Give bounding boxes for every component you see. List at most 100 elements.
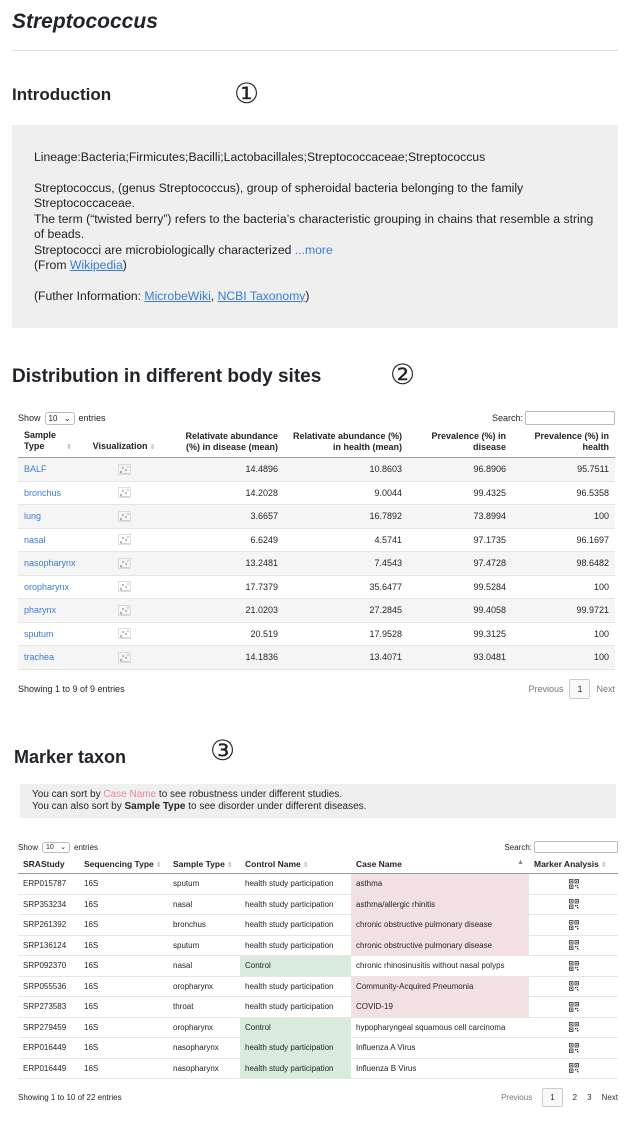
search-label: Search: (491, 413, 523, 423)
sample-type-link[interactable]: pharynx (18, 598, 84, 623)
table-row: ERP015787 16S sputum health study participa… (18, 873, 618, 895)
srastudy-cell: SRP353234 (18, 894, 79, 915)
qr-icon[interactable] (568, 1042, 579, 1053)
microbewiki-link[interactable]: MicrobeWiki (144, 288, 211, 303)
sequencing-type-cell: 16S (79, 976, 168, 997)
sample-type-link[interactable]: nasal (18, 528, 84, 552)
chart-icon[interactable] (117, 464, 131, 475)
abundance-health-cell: 27.2845 (284, 598, 408, 623)
sample-type-link[interactable]: lung (18, 504, 84, 529)
page-button-1[interactable]: 1 (569, 678, 591, 699)
chevron-down-icon: ⌄ (60, 844, 67, 851)
control-name-cell: health study participation (240, 976, 351, 997)
prevalence-disease-cell: 93.0481 (408, 645, 512, 670)
col-sample-type-label: Sample Type (173, 859, 225, 869)
abundance-disease-cell: 20.519 (164, 622, 284, 646)
entries-select[interactable]: 10 ⌄ (42, 841, 71, 853)
srastudy-cell: ERP016449 (18, 1037, 79, 1059)
sequencing-type-cell: 16S (79, 996, 168, 1018)
col-abundance-health[interactable]: Relativate abundance (%) in health (mean… (284, 427, 408, 458)
chart-icon[interactable] (117, 487, 131, 499)
previous-button[interactable]: Previous (501, 1092, 533, 1102)
prevalence-disease-cell: 99.3125 (408, 622, 512, 646)
chart-icon[interactable] (117, 628, 131, 640)
page-button-2[interactable]: 2 (572, 1092, 578, 1102)
qr-icon[interactable] (568, 940, 579, 951)
prevalence-health-cell: 100 (512, 645, 615, 670)
search-input[interactable] (534, 841, 618, 853)
note-text: to see disorder under different diseases… (185, 801, 367, 812)
col-abundance-disease[interactable]: Relativate abundance (%) in disease (mea… (164, 427, 284, 458)
col-case-name[interactable]: Case Name ▲ (351, 854, 529, 874)
sample-type-link[interactable]: nasopharynx (18, 551, 84, 576)
abundance-disease-cell: 3.6657 (164, 504, 284, 529)
sort-asc-icon: ▲ (517, 859, 524, 866)
chart-icon[interactable] (117, 534, 131, 546)
note-line-1: You can sort by Case Name to see robustn… (32, 789, 604, 801)
section-marker-1: ① (234, 77, 260, 110)
table-row: SRP092370 16S nasal Control chronic rhinosin… (18, 955, 618, 977)
next-button[interactable]: Next (601, 1092, 618, 1102)
search-label: Search: (504, 842, 532, 852)
srastudy-cell: SRP136124 (18, 935, 79, 956)
qr-icon[interactable] (568, 899, 579, 910)
control-name-cell: health study participation (240, 894, 351, 915)
sample-type-cell: nasopharynx (168, 1037, 240, 1059)
sequencing-type-cell: 16S (79, 894, 168, 915)
visualization-cell (84, 645, 164, 670)
table-info: Showing 1 to 10 of 22 entries (18, 1092, 122, 1102)
table-row: SRP261392 16S bronchus health study partici… (18, 914, 618, 936)
marker-analysis-cell (529, 996, 618, 1018)
visualization-cell (84, 575, 164, 599)
sample-type-link[interactable]: BALF (18, 457, 84, 482)
sample-type-link[interactable]: oropharynx (18, 575, 84, 599)
previous-button[interactable]: Previous (528, 683, 564, 694)
qr-icon[interactable] (568, 960, 579, 971)
col-prevalence-disease-label: Prevalence (%) in disease (431, 431, 506, 452)
qr-icon[interactable] (568, 1063, 579, 1074)
entries-select[interactable]: 10 ⌄ (44, 411, 75, 425)
page-button-3[interactable]: 3 (587, 1092, 592, 1102)
col-sample-type[interactable]: Sample Type ⬍ (168, 854, 240, 874)
search-input[interactable] (525, 411, 615, 425)
sort-icon: ⬍ (155, 862, 162, 869)
col-sample-type[interactable]: Sample Type ⬍ (18, 427, 84, 458)
chart-icon[interactable] (117, 605, 131, 616)
ncbi-taxonomy-link[interactable]: NCBI Taxonomy (217, 288, 306, 303)
sample-type-link[interactable]: trachea (18, 645, 84, 670)
col-sequencing-type[interactable]: Sequencing Type ⬍ (79, 854, 168, 874)
col-prevalence-disease[interactable]: Prevalence (%) in disease (408, 427, 512, 458)
col-marker-analysis[interactable]: Marker Analysis ⬍ (529, 854, 618, 874)
more-link[interactable]: ...more (294, 242, 333, 257)
page-button-1[interactable]: 1 (542, 1087, 563, 1107)
marker-analysis-cell (529, 955, 618, 977)
chart-icon[interactable] (117, 581, 131, 593)
chart-icon[interactable] (117, 558, 131, 569)
abundance-disease-cell: 14.2028 (164, 481, 284, 505)
sample-type-link[interactable]: sputum (18, 622, 84, 646)
sample-type-cell: throat (168, 996, 240, 1018)
source-line: (From Wikipedia) (34, 258, 596, 274)
marker-analysis-cell (529, 894, 618, 915)
sample-type-link[interactable]: bronchus (18, 481, 84, 505)
qr-icon[interactable] (568, 981, 579, 992)
qr-icon[interactable] (568, 1001, 579, 1012)
qr-icon[interactable] (568, 878, 579, 889)
col-prevalence-health[interactable]: Prevalence (%) in health (512, 427, 615, 458)
col-srastudy[interactable]: SRAStudy (18, 854, 79, 874)
col-control-name[interactable]: Control Name ⬍ (240, 854, 351, 874)
note-text: You can also sort by (32, 801, 125, 812)
next-button[interactable]: Next (596, 683, 615, 694)
col-visualization[interactable]: Visualization ⬍ (84, 427, 164, 458)
sequencing-type-cell: 16S (79, 1058, 168, 1079)
sample-type-cell: nasopharynx (168, 1058, 240, 1079)
wikipedia-link[interactable]: Wikipedia (69, 258, 123, 272)
qr-icon[interactable] (568, 919, 579, 930)
chart-icon[interactable] (117, 652, 131, 663)
distribution-table: Sample Type ⬍ Visualization ⬍ Relativate a… (18, 427, 615, 670)
chart-icon[interactable] (117, 511, 131, 522)
control-name-cell: health study participation (240, 1037, 351, 1059)
sequencing-type-cell: 16S (79, 1037, 168, 1059)
abundance-health-cell: 17.9528 (284, 622, 408, 646)
qr-icon[interactable] (568, 1022, 579, 1033)
